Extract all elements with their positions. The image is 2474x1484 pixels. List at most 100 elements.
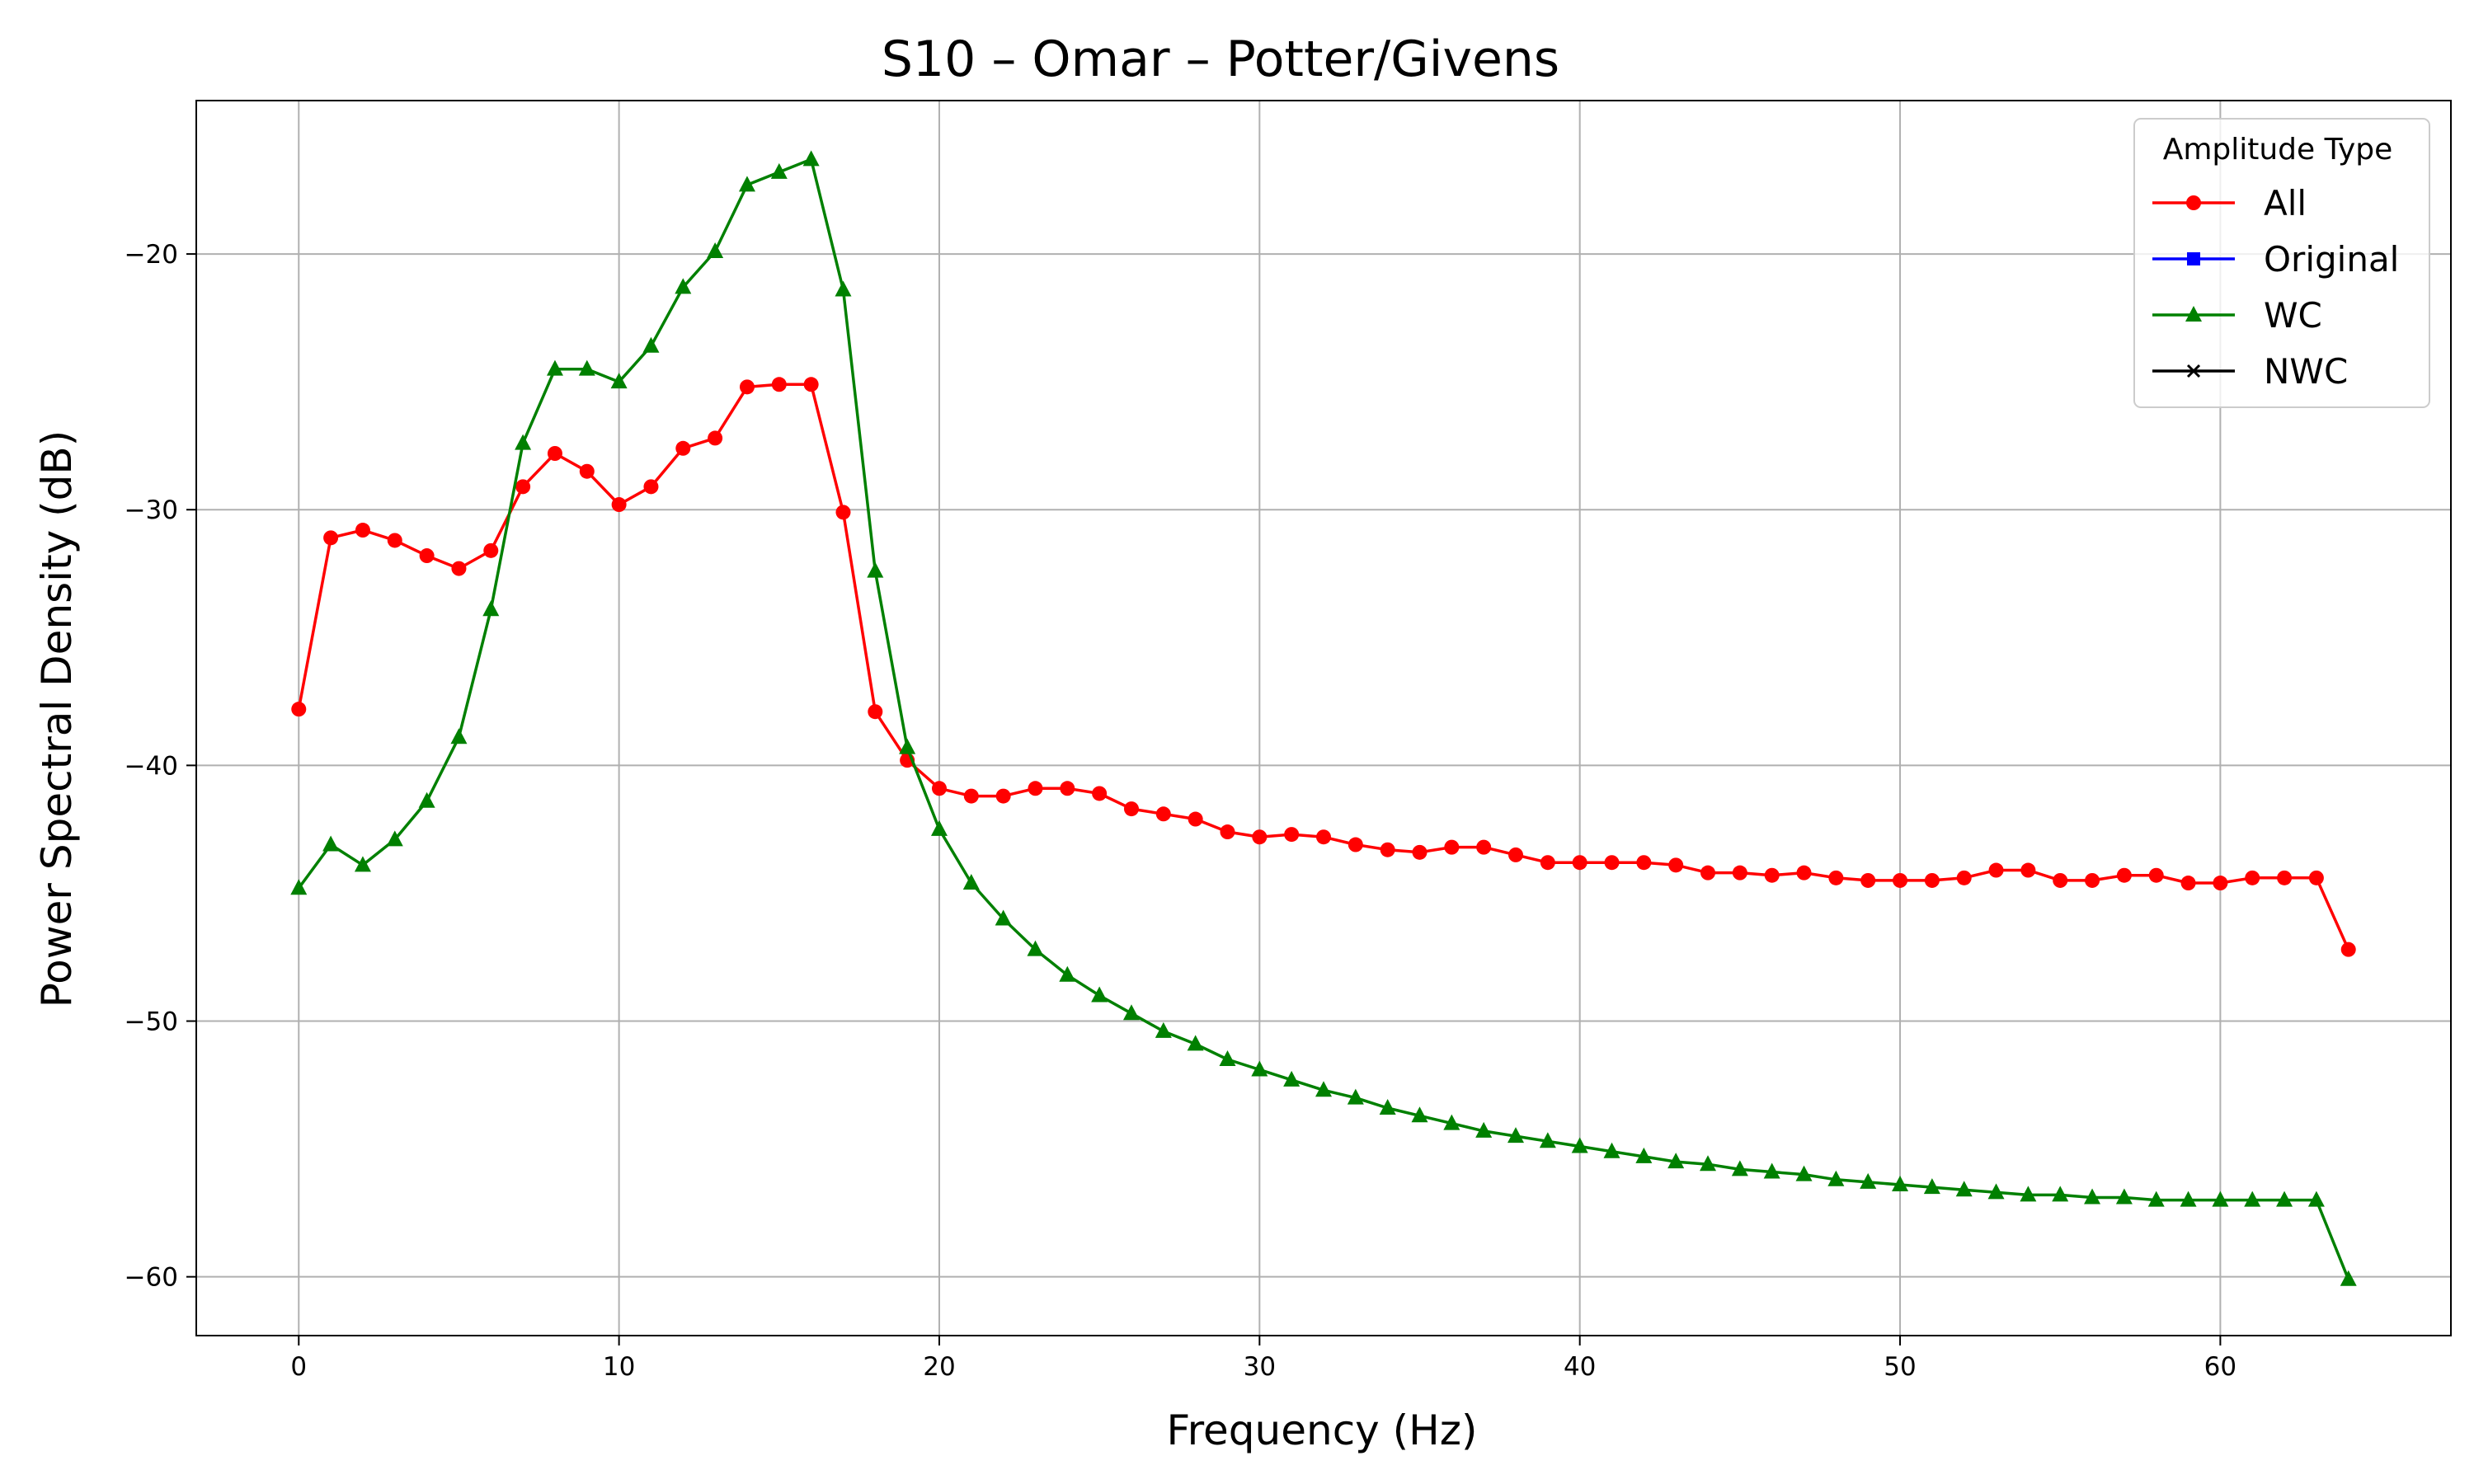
data-point-wc	[770, 162, 788, 179]
data-point-all	[1188, 811, 1203, 827]
data-point-all	[1252, 829, 1268, 845]
data-point-all	[579, 463, 595, 479]
data-point-wc	[1379, 1098, 1396, 1115]
data-point-all	[1956, 870, 1972, 885]
data-point-wc	[1860, 1172, 1877, 1189]
y-tick-label: −50	[125, 1007, 178, 1037]
axis-ticks: 0 10 20 30 40 50 60 −60 −50 −40 −30 −20	[125, 240, 2237, 1382]
data-point-all	[2245, 870, 2260, 885]
data-point-all	[1540, 855, 1555, 871]
data-point-wc	[1155, 1021, 1172, 1038]
data-point-all	[675, 440, 691, 456]
legend-marker-nwc	[2186, 364, 2201, 378]
data-point-all	[1700, 865, 1716, 881]
data-point-all	[1348, 837, 1363, 852]
data-point-all	[1604, 855, 1620, 871]
data-point-all	[1893, 872, 1908, 888]
data-point-wc	[2212, 1190, 2229, 1207]
data-point-wc	[290, 879, 308, 895]
x-tick-label: 30	[1244, 1352, 1276, 1382]
plot-frame	[195, 100, 2452, 1336]
data-point-wc	[1251, 1060, 1268, 1077]
data-point-all	[323, 530, 339, 546]
data-point-all	[1508, 847, 1524, 862]
marker-x-stroke	[2186, 364, 2201, 378]
data-point-wc	[867, 561, 884, 578]
legend-label-original: Original	[2264, 239, 2399, 279]
data-point-all	[1476, 839, 1492, 855]
data-point-all	[1316, 829, 1331, 845]
data-point-all	[835, 505, 851, 520]
data-point-wc	[1827, 1170, 1845, 1186]
data-point-all	[2116, 867, 2132, 883]
x-axis-title: Frequency (Hz)	[1166, 1407, 1477, 1454]
grid-lines	[196, 101, 2451, 1336]
data-point-wc	[835, 280, 852, 297]
data-point-wc	[1443, 1114, 1460, 1130]
data-point-wc	[450, 728, 468, 744]
data-point-all	[1412, 844, 1427, 860]
data-point-all	[1284, 827, 1300, 843]
data-point-wc	[1987, 1183, 2005, 1200]
data-point-all	[1668, 857, 1684, 873]
data-point-all	[1828, 870, 1844, 885]
data-point-all	[419, 548, 435, 564]
data-point-wc	[899, 738, 916, 754]
legend-marker-all	[2186, 195, 2201, 210]
data-point-wc	[642, 336, 660, 353]
data-point-all	[291, 702, 307, 717]
data-point-all	[708, 430, 723, 446]
data-point-wc	[1315, 1081, 1332, 1097]
data-point-all	[1092, 786, 1108, 801]
legend: Amplitude Type All Original WC NWC	[2133, 118, 2430, 408]
legend-box	[2133, 118, 2430, 408]
data-point-wc	[1059, 965, 1076, 982]
data-point-all	[1028, 781, 1043, 796]
legend-entry-nwc: NWC	[2152, 351, 2348, 392]
data-point-wc	[386, 830, 403, 847]
y-tick-label: −30	[125, 495, 178, 525]
data-point-wc	[2340, 1270, 2357, 1286]
legend-entry-original: Original	[2152, 239, 2399, 279]
data-point-wc	[2084, 1188, 2101, 1205]
data-point-wc	[1091, 986, 1108, 1003]
data-point-wc	[2244, 1190, 2261, 1207]
data-point-all	[2213, 876, 2228, 891]
data-point-all	[2340, 942, 2356, 957]
data-point-wc	[2276, 1190, 2293, 1207]
data-point-wc	[1283, 1070, 1300, 1087]
y-axis-title: Power Spectral Density (dB)	[33, 430, 81, 1007]
legend-title: Amplitude Type	[2163, 133, 2393, 167]
data-point-wc	[418, 791, 435, 808]
data-point-all	[2308, 870, 2324, 885]
data-point-wc	[1122, 1004, 1140, 1021]
legend-marker-original	[2187, 252, 2200, 265]
data-point-wc	[2115, 1188, 2133, 1205]
data-point-all	[483, 542, 499, 558]
data-point-all	[547, 446, 562, 461]
x-tick-label: 50	[1884, 1352, 1916, 1382]
legend-label-wc: WC	[2264, 295, 2322, 336]
data-point-wc	[1187, 1035, 1204, 1051]
data-point-all	[355, 523, 370, 538]
data-point-all	[1060, 781, 1075, 796]
legend-label-all: All	[2264, 183, 2307, 223]
data-point-all	[1764, 867, 1780, 883]
data-point-all	[868, 704, 883, 720]
data-point-wc	[1667, 1153, 1685, 1169]
data-point-wc	[610, 373, 628, 389]
data-point-wc	[1731, 1160, 1748, 1176]
data-point-wc	[1763, 1162, 1780, 1179]
data-point-wc	[675, 278, 692, 294]
data-point-wc	[515, 434, 532, 450]
data-point-wc	[354, 856, 371, 872]
data-point-all	[1636, 855, 1652, 871]
data-point-wc	[802, 150, 820, 167]
data-point-all	[1123, 801, 1139, 817]
data-point-all	[2020, 862, 2036, 878]
data-point-all	[963, 788, 979, 804]
x-tick-label: 0	[290, 1352, 307, 1382]
data-point-wc	[1795, 1165, 1813, 1181]
data-point-wc	[1539, 1132, 1556, 1148]
